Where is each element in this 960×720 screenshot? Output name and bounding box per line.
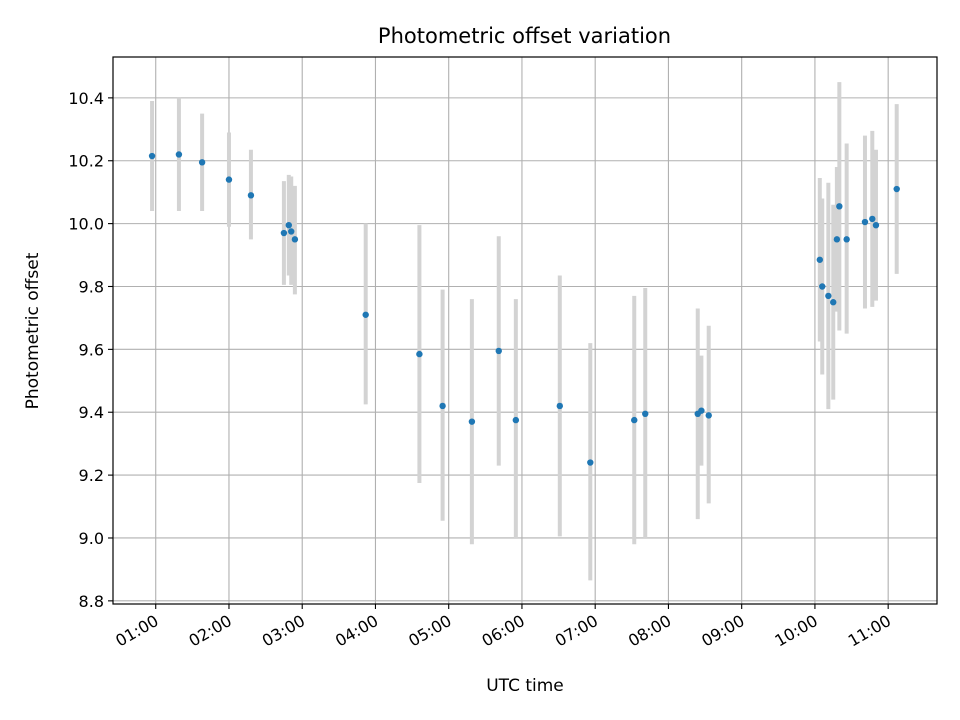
y-tick-label: 10.2: [68, 152, 104, 171]
y-tick-label: 9.6: [79, 340, 104, 359]
x-tick-label: 07:00: [552, 611, 601, 651]
data-point: [291, 236, 299, 243]
data-point: [861, 218, 869, 226]
y-tick-label: 10.4: [68, 89, 104, 108]
data-point: [872, 221, 880, 229]
x-tick-label: 08:00: [625, 611, 674, 651]
data-point: [439, 402, 446, 410]
y-tick-label: 9.0: [79, 529, 104, 548]
data-point: [495, 347, 502, 355]
y-axis-ticks: 8.8 9.0 9.2 9.4 9.6 9.8 10.0 10.2 10.4: [68, 89, 113, 611]
data-points: [148, 151, 900, 466]
data-point: [225, 176, 233, 183]
data-point: [642, 410, 649, 418]
data-point: [556, 402, 563, 410]
data-point: [280, 229, 288, 237]
data-point: [819, 283, 826, 290]
x-tick-label: 10:00: [771, 611, 820, 651]
x-axis-title: UTC time: [486, 676, 564, 696]
chart-title: Photometric offset variation: [378, 24, 671, 48]
x-tick-label: 01:00: [112, 611, 161, 651]
y-axis-title: Photometric offset: [23, 252, 43, 409]
data-point: [175, 151, 183, 158]
data-point: [698, 407, 705, 414]
data-point: [247, 192, 255, 199]
y-tick-label: 10.0: [68, 215, 104, 234]
data-point: [512, 416, 520, 424]
x-axis-ticks: 01:00 02:00 03:00 04:00 05:00 06:00 07:00 08:00…: [112, 604, 894, 651]
x-tick-label: 09:00: [698, 611, 747, 651]
data-point: [830, 299, 837, 306]
data-point: [843, 236, 850, 243]
plot-area-frame: [112, 56, 938, 605]
data-point: [148, 152, 156, 160]
data-point: [825, 292, 832, 300]
data-point: [468, 418, 476, 425]
x-tick-label: 02:00: [186, 611, 235, 651]
x-tick-label: 03:00: [259, 611, 308, 651]
error-bars: [150, 82, 899, 581]
data-point: [869, 215, 876, 223]
data-point: [836, 203, 843, 210]
x-tick-label: 11:00: [845, 611, 894, 651]
data-point: [288, 228, 295, 235]
grid-lines: [113, 57, 937, 604]
y-tick-label: 8.8: [79, 592, 104, 611]
y-tick-label: 9.2: [79, 466, 104, 485]
data-point: [893, 185, 900, 193]
data-point: [705, 412, 712, 419]
data-point: [416, 350, 423, 358]
x-tick-label: 05:00: [405, 611, 454, 651]
data-point: [587, 459, 594, 466]
data-point: [816, 256, 824, 263]
y-tick-label: 9.8: [79, 277, 104, 296]
data-point: [362, 311, 369, 318]
data-point: [198, 159, 206, 166]
x-tick-label: 06:00: [479, 611, 528, 651]
data-point: [631, 416, 638, 424]
y-tick-label: 9.4: [79, 403, 104, 422]
x-tick-label: 04:00: [332, 611, 381, 651]
data-point: [285, 221, 292, 229]
data-point: [833, 236, 841, 243]
